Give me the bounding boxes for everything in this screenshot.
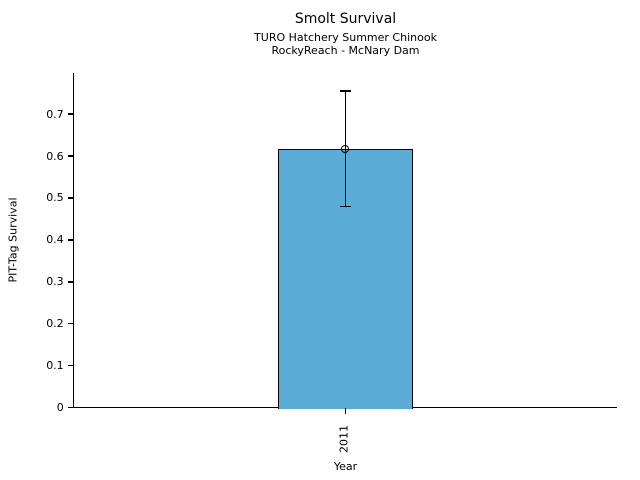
- y-tick-mark: [67, 281, 74, 283]
- error-bar-cap-bottom: [339, 205, 351, 208]
- y-tick-mark: [67, 323, 74, 325]
- y-tick-label: 0.6: [46, 149, 64, 163]
- chart-subtitle-line2: RockyReach - McNary Dam: [271, 44, 420, 57]
- y-tick-label: 0.7: [46, 107, 64, 121]
- y-tick-mark: [67, 239, 74, 241]
- y-axis-line: [73, 73, 75, 408]
- y-tick-label: 0.5: [46, 191, 64, 205]
- y-tick-mark: [67, 365, 74, 367]
- error-bar-cap-top: [339, 90, 351, 92]
- x-tick-label: 2011: [337, 425, 351, 453]
- y-tick-mark: [67, 197, 74, 199]
- chart-subtitle-line1: TURO Hatchery Summer Chinook: [254, 31, 437, 44]
- y-tick-label: 0.2: [46, 317, 64, 331]
- y-tick-label: 0.1: [46, 359, 64, 373]
- point-marker-circle: [341, 144, 350, 153]
- y-tick-mark: [67, 407, 74, 409]
- y-tick-label: 0.4: [46, 233, 64, 247]
- x-tick-mark: [344, 407, 346, 414]
- y-tick-label: 0: [56, 401, 64, 415]
- x-axis-label: Year: [333, 460, 358, 473]
- y-tick-mark: [67, 113, 74, 115]
- y-tick-label: 0.3: [46, 275, 64, 289]
- y-axis-label: PIT-Tag Survival: [6, 197, 20, 283]
- chart-title: Smolt Survival: [294, 11, 397, 27]
- y-tick-mark: [67, 155, 74, 157]
